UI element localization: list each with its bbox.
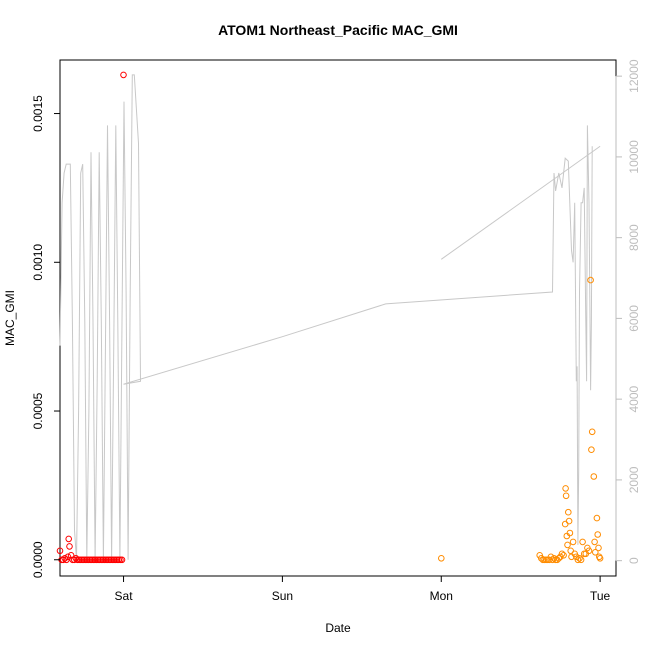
red-point xyxy=(71,556,78,564)
x-tick-label: Sun xyxy=(272,589,293,603)
axes-layer: Sat Sun Mon Tue 0.0000 0.0005 0.0010 0.0015 0 200… xyxy=(31,59,641,603)
red-point xyxy=(120,71,127,79)
altitude-line xyxy=(59,74,593,560)
y2-tick-label: 8000 xyxy=(627,224,641,251)
orange-point xyxy=(588,446,595,454)
altitude-line-layer xyxy=(59,74,601,560)
orange-point xyxy=(590,473,598,480)
orange-point xyxy=(588,428,596,436)
orange-point xyxy=(592,549,599,556)
altitude-line-segment xyxy=(440,145,601,260)
orange-point xyxy=(549,556,556,564)
y-tick-label: 0.0015 xyxy=(31,95,45,132)
red-point xyxy=(65,535,72,543)
y-axis-label: MAC_GMI xyxy=(3,290,17,346)
orange-point xyxy=(591,538,598,546)
orange-point xyxy=(561,520,569,528)
y2-tick-label: 12000 xyxy=(627,59,641,93)
y2-tick-label: 4000 xyxy=(627,385,641,412)
orange-point xyxy=(555,555,563,562)
orange-point xyxy=(562,492,570,500)
red-point xyxy=(64,553,72,561)
chart-title: ATOM1 Northeast_Pacific MAC_GMI xyxy=(218,22,458,38)
orange-point xyxy=(564,541,571,549)
orange-point xyxy=(566,529,574,537)
red-point xyxy=(118,556,126,564)
y2-tick-label: 6000 xyxy=(627,305,641,332)
y-tick-label: 0.0000 xyxy=(31,541,45,578)
x-tick-label: Mon xyxy=(430,589,453,603)
x-tick-label: Sat xyxy=(115,589,134,603)
red-point xyxy=(56,547,64,555)
plot-area xyxy=(59,59,617,577)
orange-point xyxy=(569,538,577,546)
orange-point xyxy=(585,547,593,555)
orange-point xyxy=(596,555,604,562)
red-point xyxy=(59,556,67,564)
red-point xyxy=(61,555,69,562)
orange-point xyxy=(574,556,582,564)
y-tick-label: 0.0010 xyxy=(31,244,45,281)
y2-tick-label: 0 xyxy=(627,557,641,564)
orange-point xyxy=(562,485,569,492)
x-axis-label: Date xyxy=(325,621,351,635)
red-point xyxy=(66,543,73,550)
red-point xyxy=(67,552,75,559)
orange-point xyxy=(579,538,586,546)
orange-point xyxy=(565,508,572,516)
orange-point xyxy=(438,555,445,562)
y2-tick-label: 2000 xyxy=(627,466,641,493)
points-layer xyxy=(56,71,604,564)
orange-point xyxy=(577,556,585,564)
orange-point xyxy=(594,531,602,538)
orange-point xyxy=(567,547,575,555)
orange-point xyxy=(565,517,573,525)
orange-point xyxy=(560,552,567,559)
y-tick-label: 0.0005 xyxy=(31,392,45,429)
orange-point xyxy=(595,544,602,552)
orange-point xyxy=(576,555,583,562)
y2-tick-label: 10000 xyxy=(627,140,641,174)
x-tick-label: Tue xyxy=(590,589,611,603)
orange-point xyxy=(593,514,601,522)
orange-point xyxy=(558,550,566,558)
orange-point xyxy=(550,555,558,562)
orange-point xyxy=(587,276,594,284)
